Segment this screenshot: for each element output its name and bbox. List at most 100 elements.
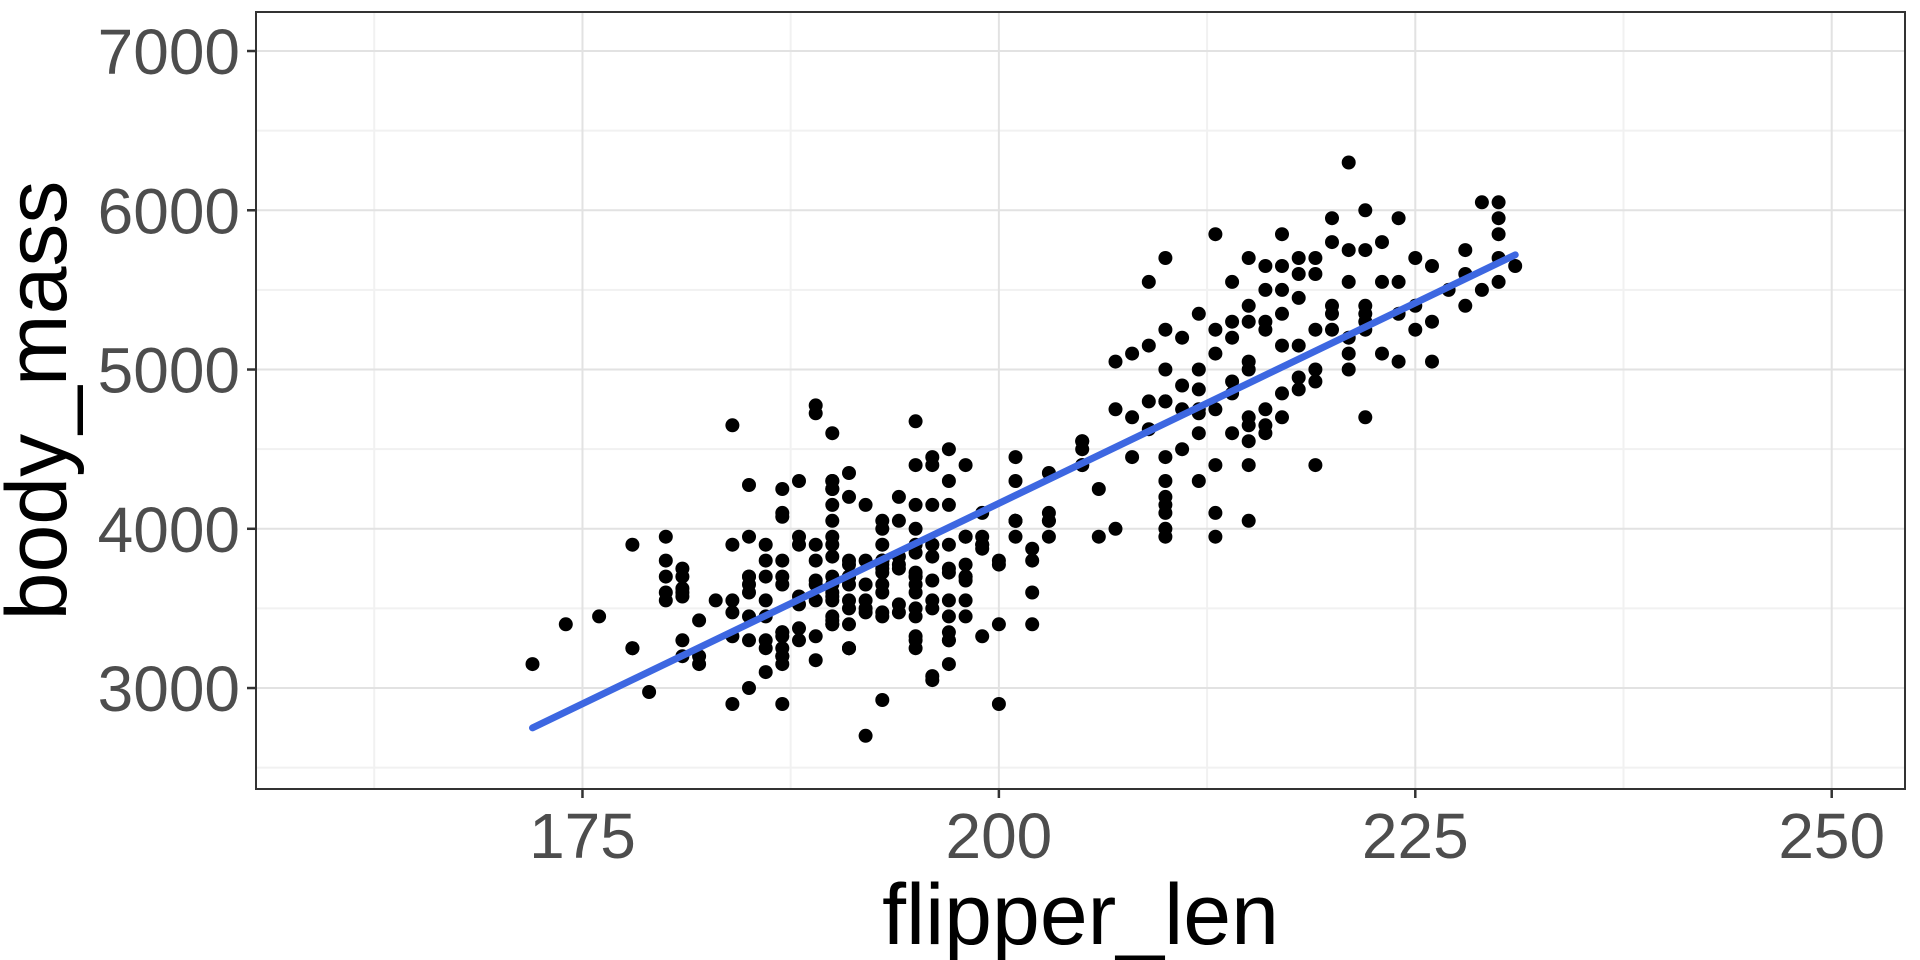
- data-point: [1208, 322, 1223, 337]
- y-tick-label: 6000: [98, 175, 240, 247]
- data-point: [1325, 322, 1339, 337]
- data-point: [1241, 354, 1256, 369]
- data-point: [941, 633, 956, 648]
- data-point: [1008, 450, 1023, 465]
- data-point: [1341, 243, 1356, 258]
- data-point: [1158, 529, 1173, 544]
- data-point: [1158, 497, 1173, 512]
- data-point: [842, 557, 856, 572]
- data-point: [592, 609, 607, 624]
- data-point: [908, 414, 923, 429]
- x-tick-label: 250: [1778, 800, 1885, 872]
- data-point: [625, 537, 640, 552]
- data-point: [1291, 290, 1306, 305]
- data-point: [925, 573, 940, 588]
- data-point: [958, 458, 973, 473]
- data-point: [1091, 529, 1106, 544]
- data-point: [941, 657, 956, 672]
- data-point: [725, 537, 740, 552]
- data-point: [1358, 298, 1373, 313]
- data-point: [675, 569, 690, 584]
- data-point: [1191, 426, 1206, 441]
- data-point: [825, 426, 840, 441]
- data-point: [891, 513, 906, 528]
- data-point: [925, 450, 940, 465]
- data-point: [1025, 585, 1040, 600]
- data-point: [1458, 298, 1473, 313]
- data-point: [875, 537, 890, 552]
- data-point: [625, 641, 640, 656]
- data-point: [1491, 211, 1506, 226]
- data-point: [775, 577, 790, 592]
- data-point: [1325, 211, 1339, 226]
- data-point: [958, 529, 973, 544]
- data-point: [1275, 386, 1289, 401]
- data-point: [825, 497, 840, 512]
- data-point: [1341, 346, 1356, 361]
- data-point: [1391, 354, 1406, 369]
- x-tick-label: 200: [945, 800, 1052, 872]
- data-point: [1375, 346, 1389, 361]
- data-point: [875, 605, 890, 620]
- data-point: [875, 693, 890, 707]
- data-point: [742, 585, 756, 600]
- data-point: [1325, 235, 1339, 250]
- data-point: [1291, 370, 1306, 385]
- data-point: [1474, 195, 1489, 210]
- data-point: [742, 529, 756, 544]
- data-point: [1241, 314, 1256, 329]
- y-tick-label: 4000: [98, 494, 240, 566]
- data-point: [1041, 529, 1056, 544]
- data-point: [1025, 553, 1040, 568]
- data-point: [658, 529, 673, 544]
- data-point: [758, 593, 773, 608]
- data-point: [1408, 251, 1423, 265]
- data-point: [1175, 442, 1190, 457]
- data-point: [1308, 374, 1323, 389]
- data-point: [658, 593, 673, 608]
- data-point: [1158, 362, 1173, 377]
- data-point: [1158, 394, 1173, 409]
- data-point: [908, 458, 923, 473]
- data-point: [1108, 354, 1123, 369]
- data-point: [708, 593, 723, 608]
- data-point: [958, 573, 973, 588]
- data-point: [858, 497, 873, 512]
- data-point: [941, 474, 956, 488]
- data-point: [925, 497, 940, 512]
- data-point: [842, 466, 856, 480]
- data-point: [908, 521, 923, 536]
- data-point: [1291, 338, 1306, 353]
- data-point: [808, 398, 823, 413]
- data-point: [1308, 322, 1323, 337]
- data-point: [925, 549, 940, 564]
- y-tick-label: 3000: [98, 653, 240, 725]
- data-point: [1225, 330, 1240, 345]
- data-point: [1341, 155, 1356, 170]
- data-point: [1508, 259, 1523, 273]
- data-point: [1308, 267, 1323, 281]
- data-point: [1091, 482, 1106, 496]
- data-point: [1025, 617, 1040, 632]
- data-point: [842, 489, 856, 504]
- data-point: [775, 553, 790, 568]
- data-point: [908, 545, 923, 560]
- data-point: [1491, 195, 1506, 210]
- panel-border: [255, 11, 1906, 790]
- data-point: [1208, 505, 1223, 520]
- data-point: [1474, 282, 1489, 297]
- data-point: [658, 569, 673, 584]
- data-point: [1225, 274, 1240, 289]
- data-point: [1458, 243, 1473, 258]
- data-point: [1291, 251, 1306, 265]
- data-point: [1008, 529, 1023, 544]
- data-point: [1125, 346, 1140, 361]
- data-point: [1391, 211, 1406, 226]
- data-point: [1041, 513, 1056, 528]
- data-point: [1208, 529, 1223, 544]
- data-point: [725, 697, 740, 711]
- data-point: [891, 489, 906, 504]
- data-point: [675, 633, 690, 648]
- data-point: [908, 633, 923, 648]
- data-point: [1125, 450, 1140, 465]
